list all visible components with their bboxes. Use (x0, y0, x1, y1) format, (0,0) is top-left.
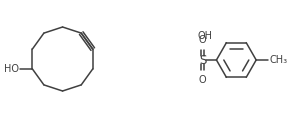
Text: OH: OH (197, 31, 212, 41)
Text: HO: HO (4, 64, 19, 74)
Text: CH₃: CH₃ (269, 55, 287, 65)
Text: O: O (199, 75, 206, 85)
Text: O: O (199, 35, 206, 45)
Text: S: S (199, 54, 206, 67)
